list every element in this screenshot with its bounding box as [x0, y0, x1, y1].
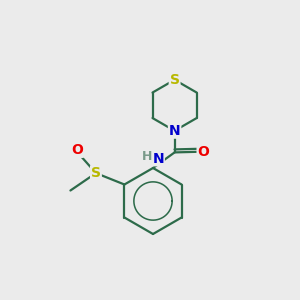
Text: O: O: [197, 145, 209, 159]
Text: H: H: [142, 150, 152, 163]
Text: N: N: [153, 152, 164, 166]
Text: S: S: [91, 166, 101, 180]
Text: O: O: [71, 143, 83, 157]
Text: N: N: [169, 124, 180, 138]
Text: S: S: [169, 73, 180, 87]
